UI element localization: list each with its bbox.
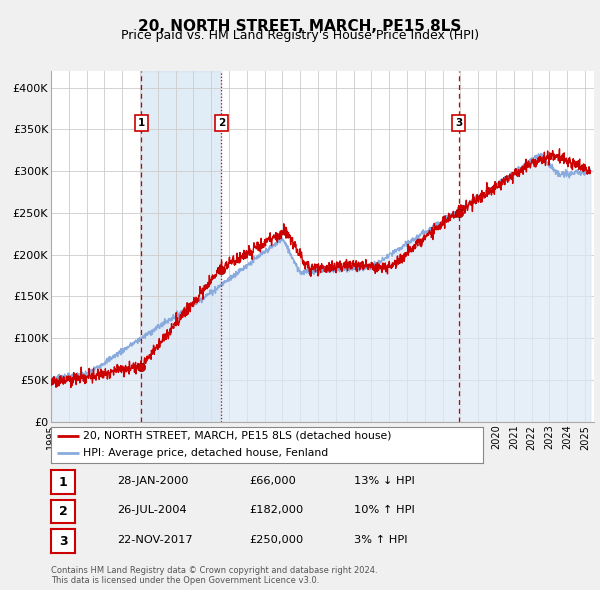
Text: £66,000: £66,000 [249,476,296,486]
Text: 3: 3 [455,117,463,127]
Text: 26-JUL-2004: 26-JUL-2004 [117,506,187,515]
Text: 3: 3 [59,535,67,548]
Text: Price paid vs. HM Land Registry's House Price Index (HPI): Price paid vs. HM Land Registry's House … [121,30,479,42]
Text: 20, NORTH STREET, MARCH, PE15 8LS (detached house): 20, NORTH STREET, MARCH, PE15 8LS (detac… [83,431,392,441]
Text: Contains HM Land Registry data © Crown copyright and database right 2024.
This d: Contains HM Land Registry data © Crown c… [51,566,377,585]
Text: 22-NOV-2017: 22-NOV-2017 [117,535,193,545]
Text: £182,000: £182,000 [249,506,303,515]
Text: 1: 1 [59,476,67,489]
Text: 20, NORTH STREET, MARCH, PE15 8LS: 20, NORTH STREET, MARCH, PE15 8LS [139,19,461,34]
Text: £250,000: £250,000 [249,535,303,545]
Text: 13% ↓ HPI: 13% ↓ HPI [354,476,415,486]
Text: 10% ↑ HPI: 10% ↑ HPI [354,506,415,515]
Bar [142,71,221,422]
Text: 1: 1 [138,117,145,127]
Text: HPI: Average price, detached house, Fenland: HPI: Average price, detached house, Fenl… [83,448,329,458]
Text: 2: 2 [59,505,67,518]
Text: 3% ↑ HPI: 3% ↑ HPI [354,535,407,545]
Text: 2: 2 [218,117,225,127]
Text: 28-JAN-2000: 28-JAN-2000 [117,476,188,486]
